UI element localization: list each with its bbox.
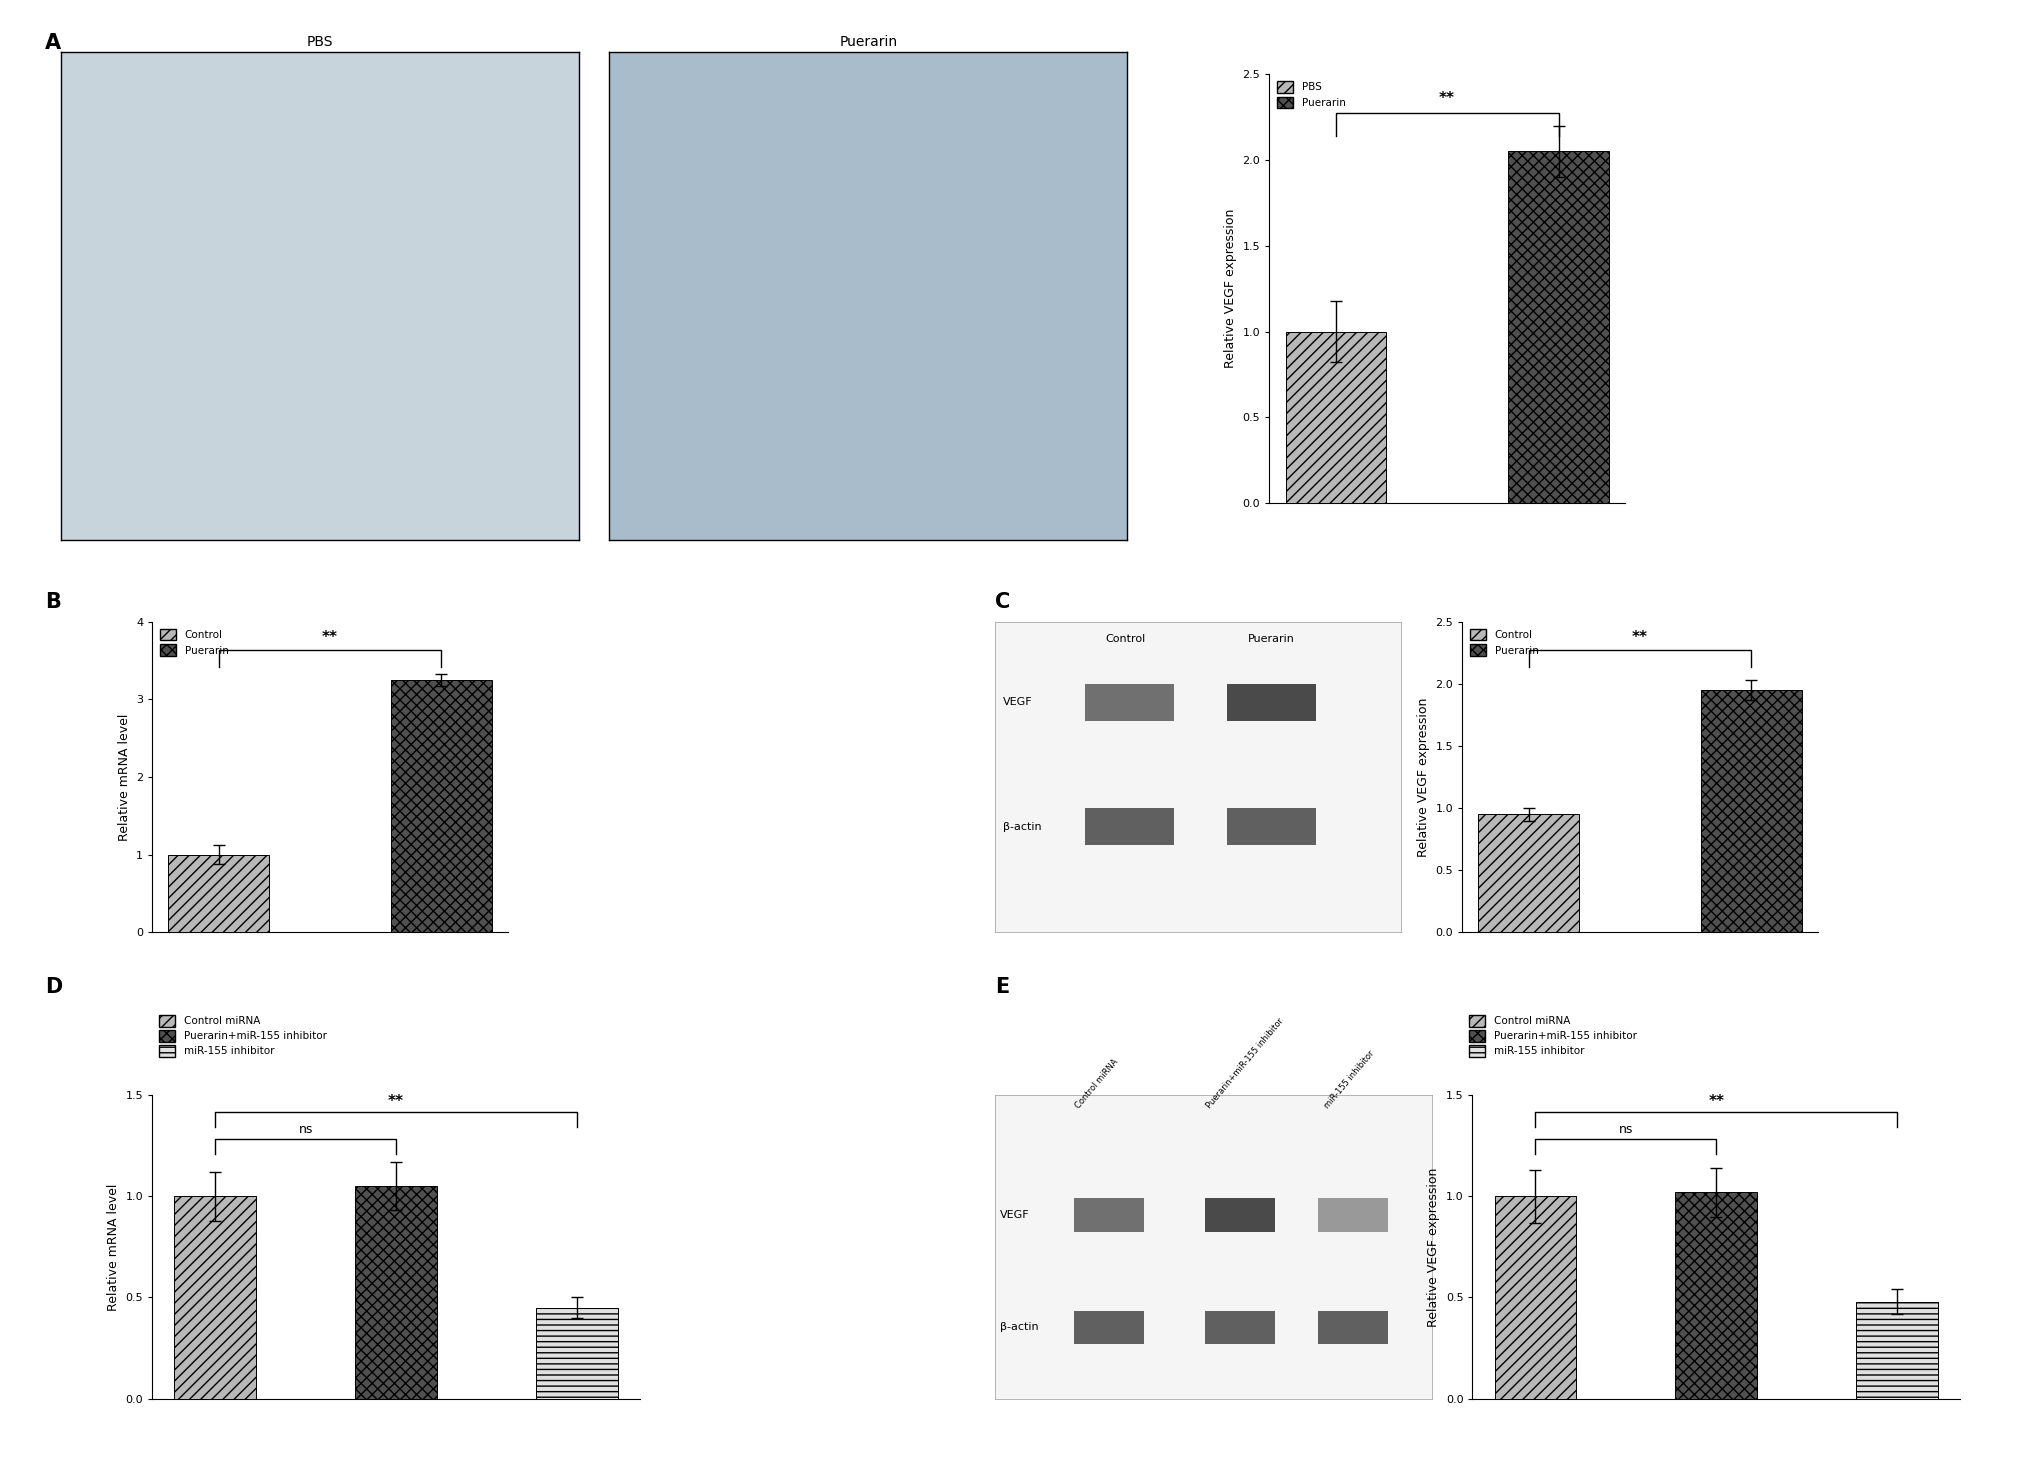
Text: β-actin: β-actin (1003, 821, 1041, 832)
FancyBboxPatch shape (1226, 808, 1315, 845)
Bar (392, 679, 491, 932)
Legend: Control miRNA, Puerarin+miR-155 inhibitor, miR-155 inhibitor: Control miRNA, Puerarin+miR-155 inhibito… (1468, 1014, 1636, 1058)
Legend: Control miRNA, Puerarin+miR-155 inhibitor, miR-155 inhibitor: Control miRNA, Puerarin+miR-155 inhibito… (158, 1014, 327, 1058)
FancyBboxPatch shape (1084, 684, 1173, 721)
Bar (1478, 814, 1577, 932)
Y-axis label: Relative mRNA level: Relative mRNA level (118, 713, 130, 841)
Text: **: ** (1632, 630, 1646, 645)
Bar (536, 1308, 617, 1399)
Text: ns: ns (298, 1123, 313, 1137)
Y-axis label: Relative VEGF expression: Relative VEGF expression (1427, 1168, 1439, 1326)
FancyBboxPatch shape (1317, 1311, 1386, 1344)
Text: Puerarin: Puerarin (1246, 633, 1295, 644)
Bar (1508, 151, 1608, 503)
Text: **: ** (388, 1094, 404, 1109)
FancyBboxPatch shape (1204, 1311, 1275, 1344)
Bar (1285, 332, 1384, 503)
FancyBboxPatch shape (1204, 1199, 1275, 1231)
Bar (355, 1187, 436, 1399)
Text: **: ** (1707, 1094, 1723, 1109)
Text: B: B (45, 592, 61, 613)
Text: E: E (995, 977, 1009, 998)
Text: **: ** (1439, 92, 1453, 107)
Y-axis label: Relative VEGF expression: Relative VEGF expression (1417, 697, 1429, 857)
Legend: Control, Puerarin: Control, Puerarin (1468, 628, 1541, 657)
Text: β-actin: β-actin (999, 1322, 1037, 1332)
Title: Puerarin: Puerarin (838, 36, 897, 49)
FancyBboxPatch shape (1074, 1311, 1143, 1344)
Text: C: C (995, 592, 1011, 613)
FancyBboxPatch shape (1226, 684, 1315, 721)
Legend: PBS, Puerarin: PBS, Puerarin (1275, 80, 1348, 110)
Bar (175, 1196, 256, 1399)
Text: Control miRNA: Control miRNA (1074, 1057, 1121, 1110)
Text: miR-155 inhibitor: miR-155 inhibitor (1322, 1049, 1376, 1110)
Text: D: D (45, 977, 61, 998)
Bar (1701, 690, 1801, 932)
Text: **: ** (323, 630, 337, 645)
Text: A: A (45, 33, 61, 53)
Bar (1855, 1301, 1937, 1399)
Title: PBS: PBS (307, 36, 333, 49)
Text: ns: ns (1618, 1123, 1632, 1137)
FancyBboxPatch shape (1317, 1199, 1386, 1231)
Bar (1494, 1196, 1575, 1399)
Bar (168, 855, 268, 932)
Text: VEGF: VEGF (999, 1211, 1029, 1220)
Y-axis label: Relative VEGF expression: Relative VEGF expression (1224, 209, 1236, 369)
Text: Control: Control (1104, 633, 1145, 644)
Text: VEGF: VEGF (1003, 697, 1033, 707)
FancyBboxPatch shape (1084, 808, 1173, 845)
Legend: Control, Puerarin: Control, Puerarin (158, 628, 231, 657)
Y-axis label: Relative mRNA level: Relative mRNA level (108, 1183, 120, 1311)
Text: Puerarin+miR-155 inhibitor: Puerarin+miR-155 inhibitor (1204, 1017, 1285, 1110)
FancyBboxPatch shape (1074, 1199, 1143, 1231)
Bar (1675, 1193, 1756, 1399)
